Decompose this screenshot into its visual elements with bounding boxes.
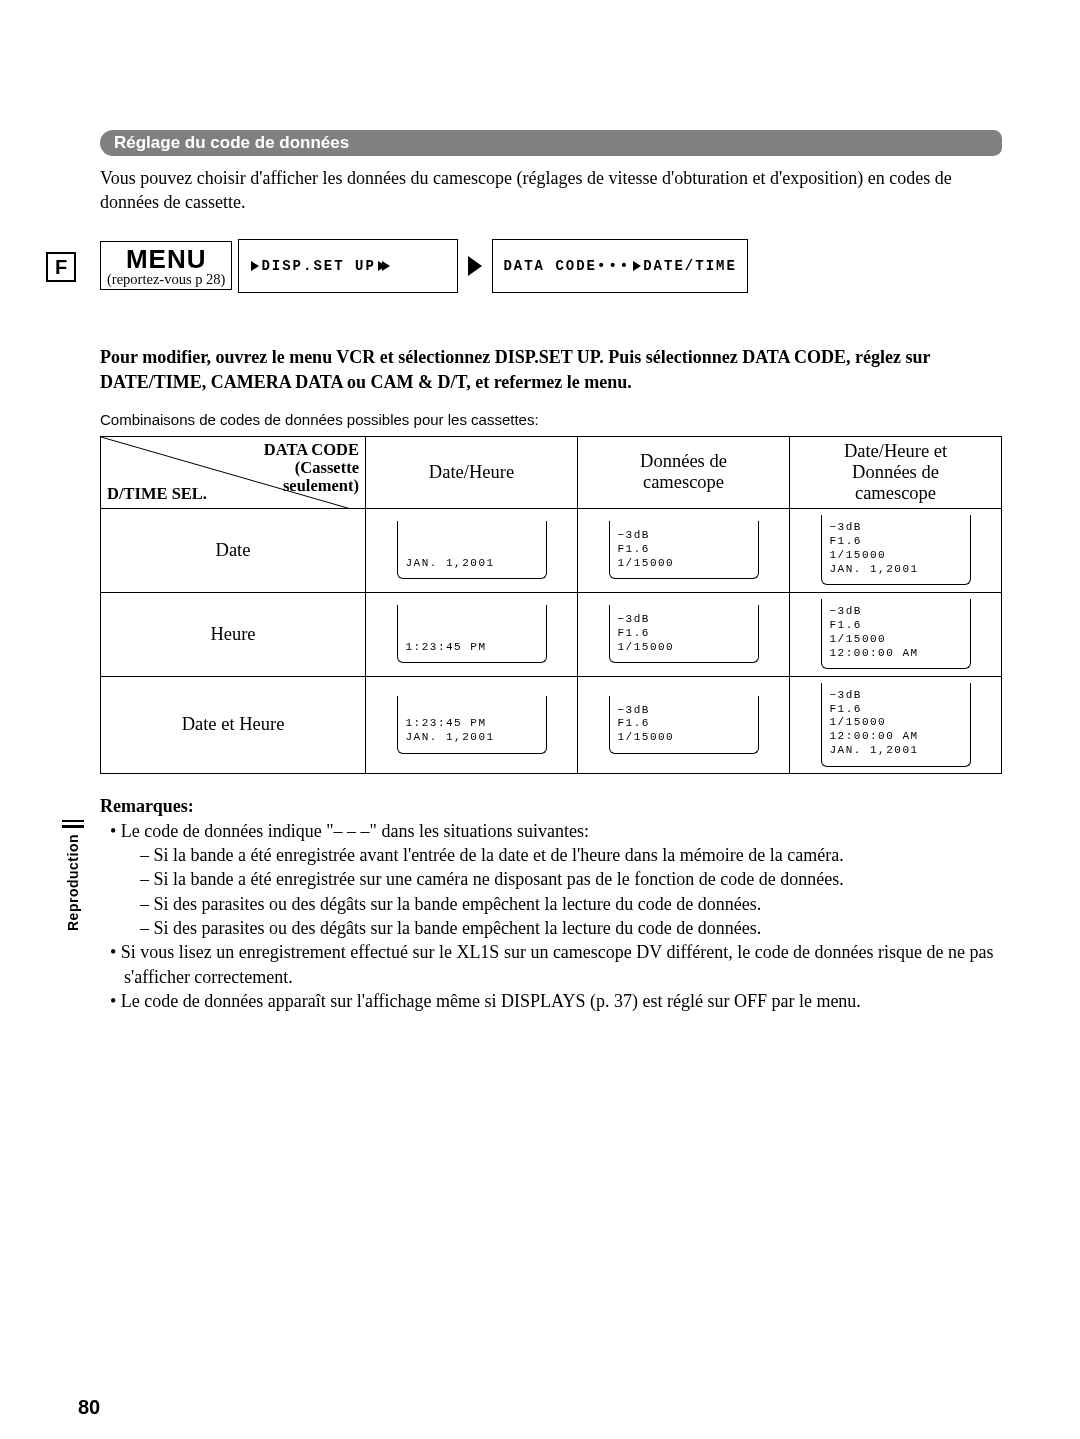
table-row: Heure 1:23:45 PM −3dBF1.61/15000 −3dBF1.61/… [101, 592, 1002, 676]
menu-step2-box: DATA CODE ••• DATE/TIME [492, 239, 747, 293]
remark-dash: – Si la bande a été enregistrée sur une … [106, 867, 1002, 891]
row-label-cell: Heure [101, 592, 366, 676]
corner-bottom-label: D/TIME SEL. [107, 484, 207, 504]
lcd-display: 1:23:45 PM [397, 605, 547, 663]
lcd-display: −3dBF1.61/15000 [609, 696, 759, 754]
corner-header-cell: DATA CODE(Cassetteseulement) D/TIME SEL. [101, 436, 366, 508]
remark-bullet: • Le code de données apparaît sur l'affi… [106, 989, 1002, 1013]
remark-bullet: • Le code de données indique "– – –" dan… [106, 819, 1002, 843]
menu-subtitle: (reportez-vous p 28) [107, 272, 225, 287]
data-code-table: DATA CODE(Cassetteseulement) D/TIME SEL.… [100, 436, 1002, 774]
page-number: 80 [78, 1396, 100, 1419]
lcd-display: −3dBF1.61/15000 [609, 521, 759, 579]
table-caption: Combinaisons de codes de données possibl… [100, 411, 1002, 428]
side-tab: Reproduction [62, 820, 84, 931]
lcd-display: −3dBF1.61/1500012:00:00 AM [821, 599, 971, 669]
table-row: Date et Heure 1:23:45 PMJAN. 1,2001 −3dBF1… [101, 676, 1002, 773]
lcd-cell: −3dBF1.61/15000 [578, 508, 790, 592]
row-label-cell: Date [101, 508, 366, 592]
menu-step2a-text: DATA CODE [503, 258, 597, 274]
menu-box: MENU (reportez-vous p 28) [100, 241, 232, 291]
menu-title: MENU [107, 246, 225, 272]
arrow-icon [376, 261, 392, 271]
instruction-text: Pour modifier, ouvrez le menu VCR et sél… [100, 345, 1002, 395]
row-label-cell: Date et Heure [101, 676, 366, 773]
lcd-display: −3dBF1.61/15000JAN. 1,2001 [821, 515, 971, 585]
lcd-display: JAN. 1,2001 [397, 521, 547, 579]
side-tab-text: Reproduction [65, 834, 81, 931]
triangle-icon [251, 261, 259, 271]
col-header: Date/Heure [366, 436, 578, 508]
lcd-cell: JAN. 1,2001 [366, 508, 578, 592]
remarks-title: Remarques: [100, 796, 1002, 817]
table-header-row: DATA CODE(Cassetteseulement) D/TIME SEL.… [101, 436, 1002, 508]
menu-step1-text: DISP.SET UP [261, 258, 375, 274]
intro-paragraph: Vous pouvez choisir d'afficher les donné… [100, 166, 1002, 215]
remarks-list: • Le code de données indique "– – –" dan… [100, 819, 1002, 1013]
dots-text: ••• [597, 258, 631, 274]
section-header: Réglage du code de données [100, 130, 1002, 156]
corner-top-label: DATA CODE(Cassetteseulement) [264, 441, 359, 495]
manual-page: Réglage du code de données Vous pouvez c… [0, 0, 1080, 1053]
remark-bullet: • Si vous lisez un enregistrement effect… [106, 940, 1002, 989]
lcd-cell: −3dBF1.61/1500012:00:00 AM [790, 592, 1002, 676]
lcd-cell: −3dBF1.61/15000 [578, 592, 790, 676]
lcd-display: −3dBF1.61/1500012:00:00 AMJAN. 1,2001 [821, 683, 971, 767]
lcd-display: 1:23:45 PMJAN. 1,2001 [397, 696, 547, 754]
lcd-cell: −3dBF1.61/15000JAN. 1,2001 [790, 508, 1002, 592]
lcd-cell: −3dBF1.61/1500012:00:00 AMJAN. 1,2001 [790, 676, 1002, 773]
triangle-icon [633, 261, 641, 271]
remark-dash: – Si des parasites ou des dégâts sur la … [106, 892, 1002, 916]
menu-path-row: MENU (reportez-vous p 28) DISP.SET UP DA… [100, 239, 1002, 293]
lcd-cell: −3dBF1.61/15000 [578, 676, 790, 773]
menu-step2b-text: DATE/TIME [643, 258, 737, 274]
col-header: Date/Heure et Données decamescope [790, 436, 1002, 508]
language-badge: F [46, 252, 76, 282]
lcd-cell: 1:23:45 PM [366, 592, 578, 676]
menu-step1-box: DISP.SET UP [238, 239, 458, 293]
remark-dash: – Si la bande a été enregistrée avant l'… [106, 843, 1002, 867]
side-lines-icon [62, 820, 84, 828]
col-header: Données decamescope [578, 436, 790, 508]
lcd-cell: 1:23:45 PMJAN. 1,2001 [366, 676, 578, 773]
big-triangle-icon [468, 256, 482, 276]
remark-dash: – Si des parasites ou des dégâts sur la … [106, 916, 1002, 940]
table-row: Date JAN. 1,2001 −3dBF1.61/15000 −3dBF1.61/… [101, 508, 1002, 592]
lcd-display: −3dBF1.61/15000 [609, 605, 759, 663]
